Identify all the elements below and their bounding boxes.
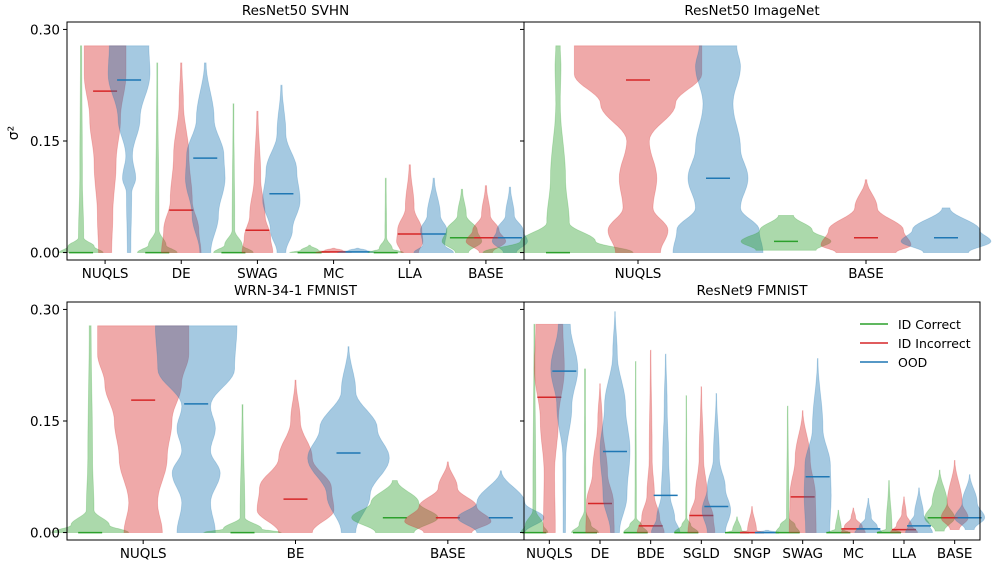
violin-base-id-correct: [740, 215, 832, 251]
legend: ID Correct ID Incorrect OOD: [860, 317, 971, 370]
violin-nuqls-ood: [550, 323, 579, 533]
violin-de-id-incorrect: [160, 62, 202, 253]
violin-nuqls-id-correct: [51, 325, 130, 533]
violin-base-id-incorrect: [404, 461, 492, 533]
y-tick-label: 0.15: [30, 414, 60, 430]
x-tick-label: BE: [287, 546, 305, 562]
y-axis-label: σ²: [6, 126, 22, 141]
x-tick-label: LLA: [892, 546, 917, 562]
violin-swag-id-correct: [213, 103, 254, 253]
legend-label: ID Correct: [898, 317, 961, 332]
violin-bde-ood: [650, 353, 681, 533]
violin-mc-ood: [854, 498, 883, 533]
panel-4: ResNet9 FMNIST NUQLS DE BDE SGLD SNGP SWAG MC LL…: [520, 283, 986, 562]
x-tick-label: BASE: [430, 546, 466, 562]
y-tick-label: 0.15: [30, 134, 60, 150]
violin-sgld-ood: [701, 393, 732, 533]
panel-title: WRN-34-1 FMNIST: [234, 283, 358, 299]
violin-de-id-correct: [136, 62, 178, 253]
violin-swag-ood: [262, 84, 301, 253]
y-tick-label: 0.30: [30, 302, 60, 318]
x-tick-label: SGLD: [683, 546, 720, 562]
panel-3: WRN-34-1 FMNIST 0.00 0.15 0.30 NUQLS BE BASE: [30, 283, 545, 562]
violin-nuqls-id-correct: [520, 323, 549, 533]
x-tick-label: NUQLS: [526, 546, 573, 562]
violin-sgld-id-incorrect: [687, 386, 716, 533]
violin-nuqls-id-incorrect: [533, 323, 565, 533]
panel-1: ResNet50 SVHN 0.00 0.15 0.30 NUQLS DE SWAG MC LL…: [6, 3, 528, 282]
violin-lla-id-correct: [367, 177, 405, 253]
violin-nuqls-id-incorrect: [97, 325, 190, 533]
violin-swag-ood: [803, 358, 832, 533]
violin-lla-id-incorrect: [890, 496, 918, 533]
legend-label: OOD: [898, 355, 927, 370]
violin-swag-id-incorrect: [788, 410, 817, 533]
violin-base-ood: [900, 207, 992, 253]
x-tick-label: SWAG: [782, 546, 823, 562]
x-tick-label: BDE: [637, 546, 665, 562]
x-tick-label: MC: [323, 266, 344, 282]
panel-title: ResNet50 ImageNet: [684, 3, 819, 19]
violin-nuqls-id-incorrect: [83, 45, 127, 253]
violin-bde-id-incorrect: [636, 349, 665, 533]
violin-lla-id-incorrect: [396, 164, 424, 253]
x-tick-label: BASE: [468, 266, 504, 282]
violin-nuqls-id-incorrect: [573, 45, 703, 253]
violin-swag-id-correct: [775, 405, 801, 533]
x-tick-label: SWAG: [237, 266, 278, 282]
y-tick-label: 0.00: [30, 246, 60, 262]
violin-de-id-correct: [570, 368, 600, 533]
x-tick-label: NUQLS: [615, 266, 662, 282]
violin-nuqls-ood: [155, 325, 238, 533]
violin-bde-id-correct: [623, 361, 649, 533]
x-tick-label: LLA: [397, 266, 422, 282]
violin-be-id-incorrect: [256, 379, 335, 533]
violin-base-ood: [457, 470, 545, 533]
x-tick-label: SNGP: [733, 546, 770, 562]
violin-mc-id-correct: [288, 244, 331, 253]
x-tick-label: DE: [591, 546, 610, 562]
x-tick-label: BASE: [848, 266, 884, 282]
x-tick-label: NUQLS: [120, 546, 167, 562]
legend-label: ID Incorrect: [898, 336, 971, 351]
y-tick-label: 0.30: [30, 22, 60, 38]
violin-mc-id-correct: [827, 509, 850, 533]
y-tick-label: 0.00: [30, 526, 60, 542]
panel-title: ResNet50 SVHN: [242, 3, 349, 19]
violin-base-id-incorrect: [820, 179, 912, 253]
violin-base-ood: [491, 186, 528, 253]
panel-2: ResNet50 ImageNet NUQLS BASE: [482, 3, 992, 282]
violin-be-ood: [307, 346, 390, 533]
x-tick-label: MC: [843, 546, 864, 562]
violin-nuqls-ood: [107, 45, 151, 253]
x-tick-label: DE: [172, 266, 191, 282]
violin-mc-id-incorrect: [840, 507, 866, 533]
violin-nuqls-id-correct: [58, 45, 104, 253]
violin-nuqls-ood: [672, 45, 764, 253]
violin-de-ood: [599, 311, 631, 533]
violin-nuqls-id-correct: [482, 45, 634, 253]
panel-title: ResNet9 FMNIST: [697, 283, 809, 299]
violin-base-ood: [954, 474, 986, 530]
violin-sgld-id-correct: [673, 395, 699, 533]
violin-be-id-correct: [202, 404, 283, 533]
violin-sngp-id-incorrect: [739, 506, 765, 533]
violin-de-id-incorrect: [585, 383, 615, 533]
x-tick-label: BASE: [937, 546, 973, 562]
x-tick-label: NUQLS: [82, 266, 129, 282]
violin-sngp-id-correct: [725, 516, 749, 533]
